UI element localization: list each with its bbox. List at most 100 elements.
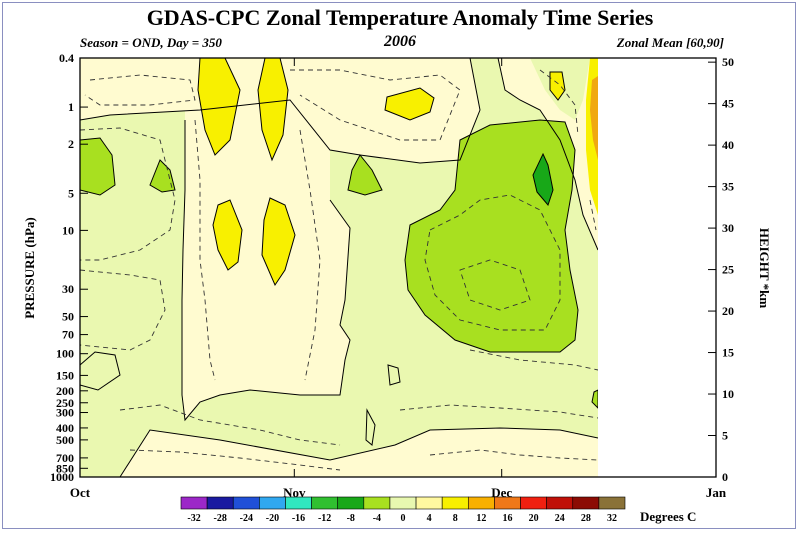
- warm-patch-5: [384, 87, 435, 121]
- time-tick-label: Dec: [491, 485, 512, 500]
- positive-anomaly-region-bottom: [120, 428, 598, 477]
- dashed-contour-line: [84, 74, 196, 106]
- zero-contour-line: [365, 408, 376, 446]
- colorbar-tick-label: 28: [581, 513, 591, 524]
- colorbar-swatch: [520, 496, 547, 510]
- pressure-tick-label: 700: [56, 451, 74, 465]
- height-tick-label: 50: [722, 55, 734, 69]
- region-label: Zonal Mean [60,90]: [616, 35, 724, 50]
- chart-title: GDAS-CPC Zonal Temperature Anomaly Time …: [146, 5, 654, 30]
- colorbar-tick-label: 4: [427, 513, 432, 524]
- colorbar-swatch: [494, 496, 521, 510]
- warm-patch-3: [212, 199, 243, 271]
- colorbar-swatch: [180, 496, 208, 510]
- dashed-contour-line: [299, 129, 321, 381]
- pressure-tick-label: 250: [56, 396, 74, 410]
- anomaly-field: [79, 57, 716, 478]
- time-tick-label: Jan: [706, 485, 727, 500]
- colorbar-swatch: [441, 496, 469, 510]
- dashed-contour-line: [290, 69, 461, 141]
- plot-frame: [79, 57, 717, 478]
- pressure-tick-label: 10: [62, 223, 74, 237]
- warm-patch-2: [257, 57, 289, 162]
- height-tick-label: 10: [722, 387, 734, 401]
- zero-contour-line: [79, 351, 121, 391]
- colorbar-tick-label: -20: [266, 513, 279, 524]
- colorbar-tick-label: 0: [401, 513, 406, 524]
- colorbar-tick-label: -24: [240, 513, 253, 524]
- time-tick-label: Oct: [70, 485, 91, 500]
- height-tick-label: 20: [722, 304, 734, 318]
- colorbar-swatch: [206, 496, 234, 510]
- zero-contour-line: [387, 364, 401, 386]
- dashed-contour-line: [469, 349, 599, 371]
- pressure-tick-label: 2: [68, 137, 74, 151]
- height-tick-label: 5: [722, 429, 728, 443]
- deep-cold-patch: [532, 152, 554, 207]
- dashed-contour-line: [79, 127, 176, 261]
- pressure-tick-label: 1: [68, 100, 74, 114]
- colorbar-swatch: [467, 496, 495, 510]
- time-tick-label: Nov: [283, 485, 306, 500]
- colorbar-tick-label: 20: [529, 513, 539, 524]
- colorbar-swatch: [415, 496, 443, 510]
- zero-contour-line: [497, 57, 599, 251]
- height-tick-label: 45: [722, 97, 734, 111]
- warm-patch-1: [197, 57, 241, 156]
- dashed-contour-line: [539, 69, 579, 136]
- positive-anomaly-region-late-dec: [498, 58, 598, 250]
- colorbar-swatch: [311, 496, 339, 510]
- dashed-contour-line: [119, 404, 341, 446]
- colorbar-tick-label: -12: [318, 513, 331, 524]
- colorbar-label: Degrees C: [640, 509, 696, 524]
- colorbar: -32 -28 -24 -20 -16 -12 -8 -4 0 4 8 12 16 20 24 28 32: [180, 496, 626, 524]
- colorbar-tick-label: -4: [373, 513, 381, 524]
- pressure-tick-label: 1000: [50, 470, 74, 484]
- pressure-tick-label: 0.4: [59, 51, 74, 65]
- pressure-tick-label: 400: [56, 421, 74, 435]
- colorbar-swatch: [232, 496, 260, 510]
- colorbar-tick-label: -16: [292, 513, 305, 524]
- height-tick-label: 15: [722, 346, 734, 360]
- dashed-contour-line: [459, 259, 531, 311]
- hot-patch-right-edge: [590, 76, 598, 160]
- colorbar-swatch: [572, 496, 600, 510]
- colorbar-tick-label: 32: [607, 513, 617, 524]
- colorbar-swatch: [259, 496, 286, 510]
- colorbar-tick-label: -28: [214, 513, 227, 524]
- colorbar-swatch: [337, 496, 365, 510]
- height-tick-label: 40: [722, 138, 734, 152]
- pressure-tick-label: 70: [62, 328, 74, 342]
- height-tick-label: 25: [722, 263, 734, 277]
- pressure-tick-label: 50: [62, 310, 74, 324]
- pressure-tick-label: 850: [56, 461, 74, 475]
- dashed-contour-line: [129, 449, 341, 471]
- height-axis: 0 5 10 15 20 25 30 35 40 45 50: [708, 55, 734, 484]
- colorbar-tick-label: -8: [347, 513, 355, 524]
- colorbar-tick-label: -32: [187, 513, 200, 524]
- dashed-contour-line: [79, 269, 166, 351]
- dashed-contour-group: [79, 69, 599, 471]
- colorbar-swatch: [363, 496, 391, 510]
- season-label: Season = OND, Day = 350: [80, 35, 222, 50]
- warm-patch-4: [261, 197, 296, 287]
- pressure-axis-label: PRESSURE (hPa): [22, 217, 37, 319]
- pressure-tick-label: 300: [56, 406, 74, 420]
- pressure-tick-label: 150: [56, 368, 74, 382]
- zero-contour-line: [79, 57, 481, 164]
- colorbar-swatch: [285, 496, 312, 510]
- positive-anomaly-region-top: [80, 58, 480, 163]
- height-tick-label: 0: [722, 470, 728, 484]
- height-axis-label: HEIGHT *km: [757, 228, 772, 308]
- colorbar-tick-label: 16: [502, 513, 512, 524]
- pressure-tick-label: 100: [56, 347, 74, 361]
- zero-contour-line: [119, 427, 599, 478]
- colorbar-tick-label: 24: [555, 513, 565, 524]
- pressure-tick-label: 30: [62, 282, 74, 296]
- cold-patch-small: [149, 159, 176, 193]
- height-tick-label: 30: [722, 221, 734, 235]
- height-tick-label: 35: [722, 180, 734, 194]
